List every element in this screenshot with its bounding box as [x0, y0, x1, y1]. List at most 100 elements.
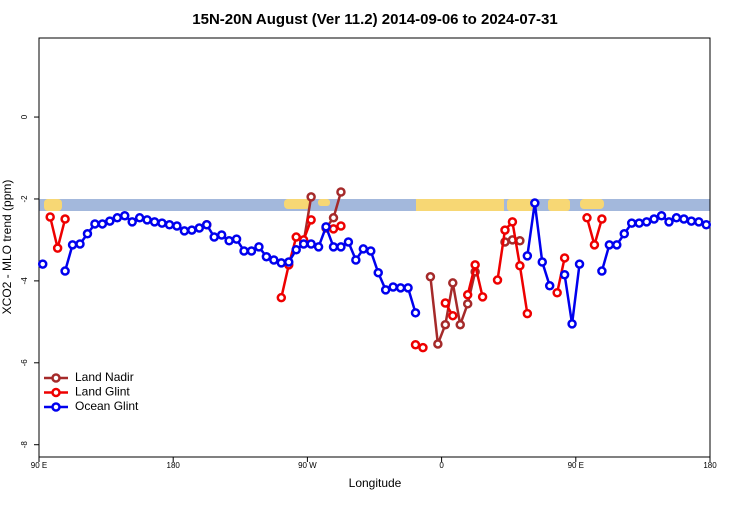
data-point	[119, 211, 130, 221]
data-point	[433, 339, 443, 349]
series-line	[63, 202, 707, 325]
y-tick-label: -4	[20, 277, 29, 285]
data-point	[149, 217, 160, 227]
data-point	[500, 225, 510, 235]
data-point	[515, 235, 525, 246]
data-point	[239, 246, 249, 256]
data-point	[306, 215, 316, 225]
data-point	[328, 242, 339, 252]
data-point	[686, 216, 697, 226]
data-point	[60, 266, 70, 276]
data-point	[164, 220, 175, 230]
data-point	[582, 213, 592, 223]
data-point	[671, 213, 682, 223]
land-mask-strip	[39, 199, 710, 211]
data-point	[97, 219, 108, 229]
data-point	[679, 214, 689, 224]
data-point	[410, 340, 421, 350]
x-axis-title: Longitude	[349, 476, 402, 490]
data-point	[291, 232, 301, 242]
data-point	[291, 245, 301, 255]
data-point	[105, 216, 115, 226]
chart-title: 15N-20N August (Ver 11.2) 2014-09-06 to …	[192, 11, 557, 28]
data-point	[455, 319, 465, 330]
data-point	[530, 198, 540, 208]
data-point	[604, 240, 615, 250]
data-point	[298, 239, 309, 249]
legend-entry: Ocean Glint	[44, 399, 139, 413]
data-point	[112, 213, 123, 223]
legend-label: Land Glint	[75, 385, 130, 399]
data-point	[142, 215, 152, 225]
data-point	[261, 251, 272, 262]
data-point	[567, 319, 577, 329]
y-tick-label: -6	[20, 359, 29, 367]
data-point	[157, 218, 167, 228]
data-point	[187, 225, 197, 235]
data-point	[306, 239, 316, 249]
legend-label: Land Nadir	[75, 370, 134, 384]
data-point	[537, 257, 547, 267]
data-point	[619, 229, 630, 239]
data-point	[328, 213, 339, 223]
data-point	[321, 222, 331, 232]
data-point	[202, 220, 212, 230]
data-point	[559, 269, 570, 280]
data-point	[134, 213, 145, 223]
data-point	[194, 223, 205, 233]
legend-swatch-point	[51, 387, 61, 398]
data-point	[284, 257, 294, 267]
data-point	[336, 187, 346, 197]
data-point	[246, 246, 257, 256]
data-point	[656, 211, 667, 221]
data-point	[231, 234, 242, 244]
data-point	[276, 258, 287, 268]
data-point	[410, 308, 421, 318]
plot-frame	[38, 37, 711, 458]
x-tick-label: 180	[703, 461, 717, 470]
data-point	[641, 217, 652, 227]
data-point	[470, 260, 480, 270]
data-point	[343, 237, 354, 247]
data-point	[336, 242, 346, 252]
legend-entry: Land Glint	[44, 385, 130, 399]
data-point	[209, 232, 219, 242]
y-tick-label: -8	[20, 441, 29, 449]
data-point	[440, 319, 451, 330]
y-tick-label: -2	[20, 195, 29, 203]
data-point	[373, 267, 383, 278]
data-point	[425, 272, 436, 282]
x-tick-label: 90 E	[31, 461, 47, 470]
data-point	[552, 288, 562, 298]
data-point	[351, 255, 361, 265]
data-point	[522, 308, 533, 319]
data-point	[544, 281, 555, 291]
data-point	[440, 298, 451, 308]
data-point	[612, 240, 622, 250]
legend-swatch-point	[51, 373, 61, 383]
data-point	[559, 253, 570, 263]
x-tick-label: 90 E	[568, 461, 584, 470]
data-point	[515, 260, 525, 271]
y-axis-title: XCO2 - MLO trend (ppm)	[0, 180, 14, 315]
legend-label: Ocean Glint	[75, 399, 139, 413]
data-point	[649, 214, 659, 224]
x-tick-label: 180	[167, 461, 181, 470]
legend-swatch-point	[51, 402, 61, 412]
data-point	[597, 266, 607, 276]
data-point	[388, 282, 398, 292]
data-point	[701, 220, 712, 230]
data-point	[507, 217, 518, 227]
data-point	[82, 229, 93, 239]
data-point	[589, 240, 600, 250]
data-point	[366, 246, 376, 256]
data-point	[269, 255, 279, 265]
data-point	[664, 217, 674, 227]
data-point	[75, 239, 85, 249]
data-point	[216, 230, 227, 240]
data-point	[492, 275, 503, 285]
data-point	[597, 214, 607, 224]
data-point	[90, 219, 100, 229]
data-point	[462, 290, 473, 300]
data-point	[403, 283, 413, 293]
